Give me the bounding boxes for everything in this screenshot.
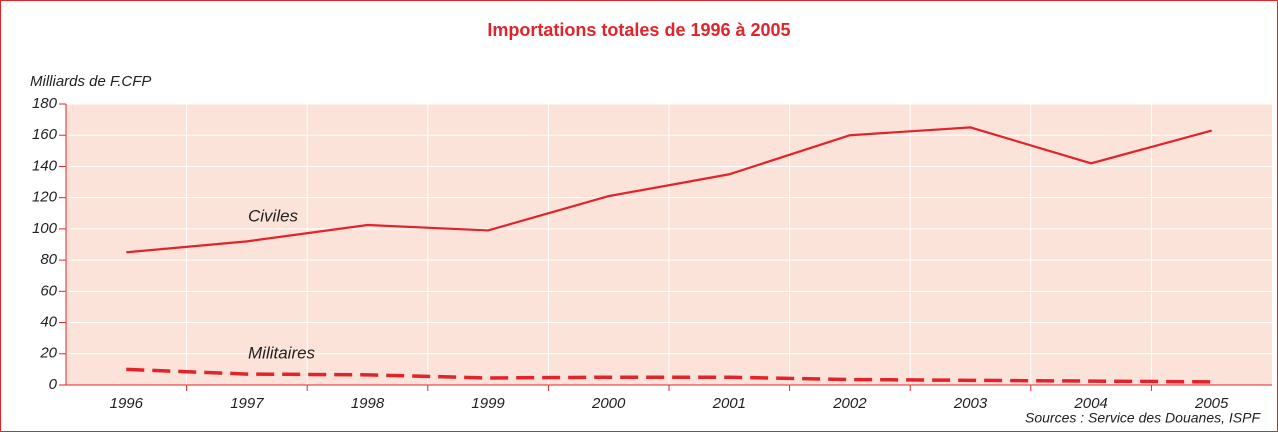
y-tick-label: 20 <box>39 345 57 362</box>
y-tick-label: 120 <box>32 189 58 206</box>
y-tick-label: 100 <box>32 220 58 237</box>
chart-title: Importations totales de 1996 à 2005 <box>487 20 790 40</box>
y-tick-label: 40 <box>40 314 57 331</box>
y-tick-label: 60 <box>40 282 57 299</box>
x-tick-label: 2001 <box>712 395 746 412</box>
x-tick-label: 1997 <box>230 395 264 412</box>
series-label: Militaires <box>248 343 316 362</box>
y-tick-label: 80 <box>40 251 57 268</box>
y-tick-label: 160 <box>32 126 58 143</box>
y-tick-label: 0 <box>49 376 58 393</box>
y-tick-label: 180 <box>32 95 58 112</box>
x-tick-label: 1999 <box>471 395 505 412</box>
x-tick-label: 2000 <box>591 395 626 412</box>
y-axis-label: Milliards de F.CFP <box>30 73 151 90</box>
x-tick-label: 1998 <box>351 395 385 412</box>
x-tick-label: 2002 <box>832 395 867 412</box>
series-label: Civiles <box>248 206 299 225</box>
x-tick-label: 2003 <box>953 395 988 412</box>
x-tick-label: 2005 <box>1194 395 1229 412</box>
source: Sources : Service des Douanes, ISPF <box>1025 410 1261 426</box>
x-tick-label: 2004 <box>1073 395 1107 412</box>
series-line <box>126 126 1212 254</box>
y-tick-label: 140 <box>32 157 58 174</box>
x-tick-label: 1996 <box>110 395 144 412</box>
